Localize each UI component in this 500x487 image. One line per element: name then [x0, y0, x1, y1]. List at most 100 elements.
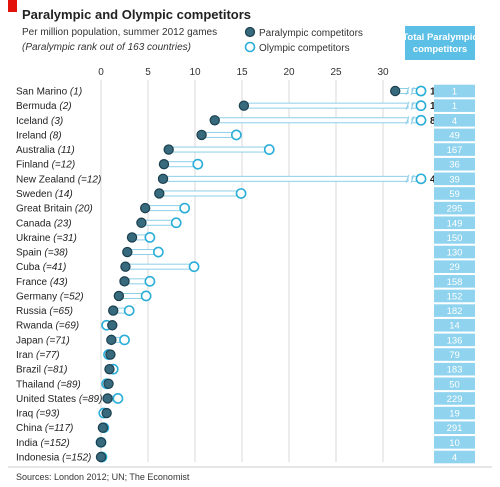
paralympic-point: [95, 437, 107, 448]
total-value: 152: [447, 291, 463, 302]
rank-label: (=93): [36, 409, 60, 420]
olympic-point: [179, 202, 191, 214]
country-label: Sweden (14): [16, 189, 73, 200]
total-box: [434, 216, 475, 230]
total-value: 10: [449, 438, 460, 449]
total-value: 14: [449, 321, 460, 332]
paralympic-point: [102, 393, 113, 404]
total-value: 29: [449, 262, 460, 273]
rank-label: (=12): [52, 160, 76, 171]
country-label: Finland (=12): [16, 160, 75, 171]
rank-label: (=89): [57, 379, 81, 390]
rank-label: (=69): [55, 321, 79, 332]
source-note: Sources: London 2012; UN; The Economist: [16, 472, 190, 482]
paralympic-point: [122, 246, 133, 258]
x-tick-label: 10: [189, 67, 201, 78]
country-label: Rwanda (=69): [16, 321, 79, 332]
total-value: 149: [447, 218, 463, 229]
total-header-line-1: Total Paralympic: [402, 32, 477, 43]
country-label: Bermuda (2): [16, 101, 72, 112]
rank-label: (=77): [36, 350, 60, 361]
axis-break: [405, 174, 415, 184]
olympic-point: [119, 334, 130, 346]
total-box: [434, 245, 475, 259]
paralympic-point: [95, 451, 107, 463]
olympic-point: [152, 246, 164, 258]
gridlines: [100, 80, 384, 462]
total-value: 158: [447, 277, 463, 288]
olympic-point: [188, 261, 200, 273]
paralympic-point: [209, 115, 220, 126]
rank-label: (=152): [40, 438, 69, 449]
data-row: Iceland (3)85.34: [16, 113, 475, 127]
total-value: 130: [447, 248, 463, 259]
rank-label: (14): [55, 189, 73, 200]
connector: [243, 102, 409, 109]
data-row: Bermuda (2)122.71: [16, 99, 475, 112]
country-label: Russia (=65): [16, 306, 73, 317]
paralympic-point: [154, 188, 165, 199]
total-header-line-2: competitors: [413, 44, 467, 55]
data-row: San Marino (1)125.21: [16, 84, 475, 98]
total-box: [434, 304, 475, 317]
data-row: Rwanda (=69) 14: [16, 318, 475, 332]
data-row: Iraq (=93) 19: [16, 406, 475, 420]
paralympic-point: [196, 129, 207, 141]
data-row: Ireland (8) 49: [16, 128, 475, 141]
data-row: Finland (=12) 36: [16, 157, 475, 171]
paralympic-point: [119, 276, 130, 287]
total-box: [434, 318, 475, 332]
paralympic-point: [113, 290, 125, 302]
paralympic-point: [97, 422, 109, 433]
chart-title: Paralympic and Olympic competitors: [22, 7, 251, 22]
olympic-point: [140, 290, 152, 302]
rank-label: (=41): [43, 262, 67, 273]
total-value: 167: [447, 145, 463, 156]
total-value: 79: [449, 350, 460, 361]
total-box: [434, 289, 475, 303]
paralympic-point: [101, 407, 112, 419]
total-box: [434, 99, 475, 112]
connector: [214, 117, 409, 124]
paralympic-point: [163, 144, 174, 155]
country-label: United States (=89): [16, 394, 102, 405]
olympic-point: [415, 114, 427, 126]
total-value: 229: [447, 394, 463, 405]
country-label: Australia (11): [16, 145, 75, 156]
paralympic-point: [158, 158, 170, 170]
x-tick-label: 20: [283, 67, 295, 78]
paralympic-point: [126, 232, 138, 243]
data-row: Japan (=71) 136: [16, 333, 475, 346]
connector: [158, 190, 242, 197]
country-label: Iran (=77): [16, 350, 60, 361]
legend-olympic-label: Olympic competitors: [259, 43, 350, 54]
total-value: 36: [449, 160, 460, 171]
paralympic-point: [238, 100, 250, 111]
rank-label: (3): [51, 116, 63, 127]
legend-paralympic-label: Paralympic competitors: [259, 28, 363, 39]
olympic-point: [415, 85, 427, 97]
total-box: [434, 450, 475, 464]
country-label: France (43): [16, 277, 68, 288]
olympic-point: [415, 100, 427, 112]
olympic-point: [230, 129, 242, 141]
total-box: [434, 436, 475, 449]
total-value: 291: [447, 423, 463, 434]
paralympic-point: [157, 173, 169, 185]
total-value: 4: [452, 453, 457, 464]
rank-label: (=117): [45, 423, 73, 434]
olympic-point: [192, 158, 204, 170]
olympic-point: [112, 393, 124, 404]
total-box: [434, 392, 475, 405]
data-row: United States (=89) 229: [16, 392, 475, 405]
total-box: [434, 113, 475, 127]
paralympic-point: [120, 261, 131, 272]
data-row: Australia (11) 167: [16, 143, 475, 156]
connector: [124, 263, 195, 270]
chart-subtitle: Per million population, summer 2012 game…: [22, 27, 217, 38]
total-value: 39: [449, 174, 460, 185]
rank-label: (43): [50, 277, 68, 288]
x-tick-label: 0: [98, 67, 104, 78]
axis-break: [405, 101, 415, 110]
